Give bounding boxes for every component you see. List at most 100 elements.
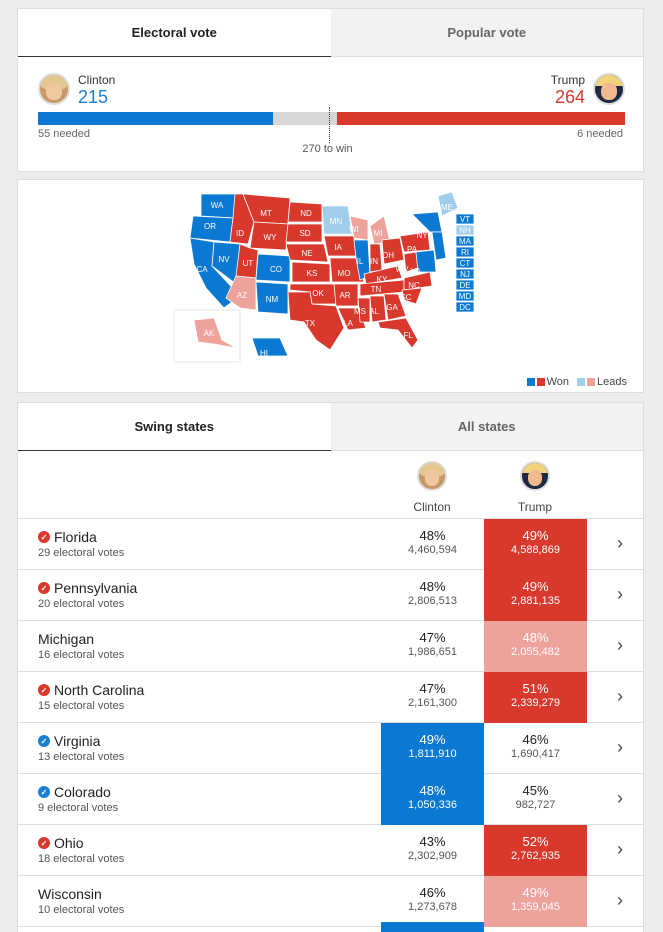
clinton-bar-fill (38, 112, 273, 125)
state-nc[interactable] (403, 271, 433, 291)
chevron-right-icon[interactable]: › (617, 890, 623, 910)
state-co[interactable] (255, 253, 291, 283)
box-ct[interactable] (455, 257, 475, 269)
chevron-right-icon[interactable]: › (617, 584, 623, 604)
box-ma[interactable] (455, 235, 475, 247)
table-row[interactable]: ✓ Colorado 9 electoral votes 48% 1,050,336… (18, 774, 643, 825)
clinton-votes: 1,050,336 (408, 799, 457, 811)
state-ms[interactable] (357, 297, 371, 323)
table-row[interactable]: ✓ North Carolina 15 electoral votes 47% 2,… (18, 672, 643, 723)
clinton-name: Clinton (78, 73, 116, 87)
tab-popular-vote[interactable]: Popular vote (330, 9, 643, 57)
clinton-avatar (38, 73, 70, 105)
tab-all-states[interactable]: All states (330, 403, 643, 451)
trump-pct: 51% (522, 681, 549, 696)
trump-avatar (593, 73, 625, 105)
clinton-electoral-count: 215 (78, 87, 109, 107)
chevron-right-icon[interactable]: › (617, 788, 623, 808)
box-nh[interactable] (455, 224, 475, 236)
label-nh: NH (459, 226, 471, 235)
box-md[interactable] (455, 290, 475, 302)
label-wv: WV (396, 265, 410, 274)
state-sd[interactable] (285, 223, 323, 243)
header-trump-label: Trump (517, 500, 553, 514)
label-dc: DC (459, 303, 471, 312)
state-tabs: Swing states All states (18, 403, 643, 451)
state-name: North Carolina (54, 682, 145, 698)
trump-pct: 45% (522, 783, 549, 798)
trump-votes: 1,359,045 (511, 901, 560, 913)
state-va[interactable] (415, 249, 437, 273)
alaska-inset (173, 309, 241, 363)
label-hi: HI (260, 349, 268, 358)
box-vt[interactable] (455, 213, 475, 225)
label-mt: MT (260, 209, 272, 218)
header-clinton: Clinton (382, 461, 482, 514)
table-row[interactable]: ✓ Ohio 18 electoral votes 43% 2,302,909 52… (18, 825, 643, 876)
state-ga[interactable] (383, 293, 407, 321)
chevron-right-icon[interactable]: › (617, 839, 623, 859)
small-state-boxes (455, 213, 475, 313)
state-al[interactable] (369, 295, 387, 323)
state-wy[interactable] (249, 221, 289, 251)
box-de[interactable] (455, 279, 475, 291)
state-az[interactable] (225, 275, 257, 311)
chevron-right-icon[interactable]: › (617, 737, 623, 757)
table-row[interactable]: ✓ Florida 29 electoral votes 48% 4,460,594… (18, 519, 643, 570)
state-ak[interactable] (193, 317, 237, 349)
legend-dem-won-swatch (526, 378, 535, 386)
box-dc[interactable] (455, 301, 475, 313)
state-nm[interactable] (255, 281, 289, 315)
gop-winner-check-icon: ✓ (38, 684, 50, 696)
state-oh[interactable] (381, 237, 405, 265)
clinton-votes: 2,161,300 (408, 697, 457, 709)
us-results-map[interactable]: WA OR CA NV ID MT WY UT AZ CO NM ND SD N… (18, 180, 643, 392)
state-sc[interactable] (401, 287, 423, 305)
box-nj[interactable] (455, 268, 475, 280)
label-ca: CA (196, 265, 208, 274)
state-mo[interactable] (329, 257, 365, 283)
trump-pct: 46% (522, 732, 549, 747)
table-row[interactable]: ✓ Pennsylvania 20 electoral votes 48% 2,80… (18, 570, 643, 621)
label-sc: SC (400, 293, 411, 302)
trump-electoral-count: 264 (554, 87, 585, 107)
label-mi: MI (374, 229, 383, 238)
tab-electoral-vote[interactable]: Electoral vote (18, 9, 331, 57)
label-az: AZ (237, 291, 247, 300)
clinton-needed: 55 needed (38, 128, 90, 140)
state-nd[interactable] (287, 201, 323, 223)
state-ar[interactable] (333, 283, 359, 307)
table-row[interactable]: ✓ Virginia 13 electoral votes 49% 1,811,91… (18, 723, 643, 774)
trump-result: 45% 982,727 (484, 774, 587, 825)
clinton-result: 47% 1,986,651 (381, 621, 484, 672)
tab-swing-states[interactable]: Swing states (18, 403, 331, 451)
label-ak: AK (204, 329, 215, 338)
state-name: Michigan (38, 631, 95, 647)
chevron-right-icon[interactable]: › (617, 533, 623, 553)
state-tx[interactable] (287, 291, 345, 351)
state-fl[interactable] (377, 317, 419, 349)
state-ne-small[interactable] (431, 231, 447, 261)
state-mn[interactable] (321, 205, 353, 235)
chevron-right-icon[interactable]: › (617, 686, 623, 706)
trump-votes: 2,055,482 (511, 646, 560, 658)
state-hi[interactable] (251, 337, 289, 357)
label-fl: FL (403, 331, 413, 340)
table-row[interactable]: Wisconsin 10 electoral votes 46% 1,273,67… (18, 876, 643, 927)
gop-winner-check-icon: ✓ (38, 837, 50, 849)
state-ne[interactable] (285, 243, 329, 263)
map-legend: Won Leads (526, 376, 627, 388)
dem-winner-check-icon: ✓ (38, 735, 50, 747)
state-ks[interactable] (291, 261, 331, 283)
state-electoral-votes: 20 electoral votes (38, 598, 125, 610)
state-pa[interactable] (399, 231, 431, 253)
box-ri[interactable] (455, 246, 475, 258)
state-me[interactable] (437, 191, 459, 217)
trump-name: Trump (550, 73, 585, 87)
state-ny[interactable] (411, 211, 443, 233)
label-sd: SD (299, 229, 310, 238)
table-row[interactable]: Michigan 16 electoral votes 47% 1,986,651… (18, 621, 643, 672)
chevron-right-icon[interactable]: › (617, 635, 623, 655)
label-nj: NJ (460, 270, 470, 279)
state-ky[interactable] (363, 265, 403, 285)
